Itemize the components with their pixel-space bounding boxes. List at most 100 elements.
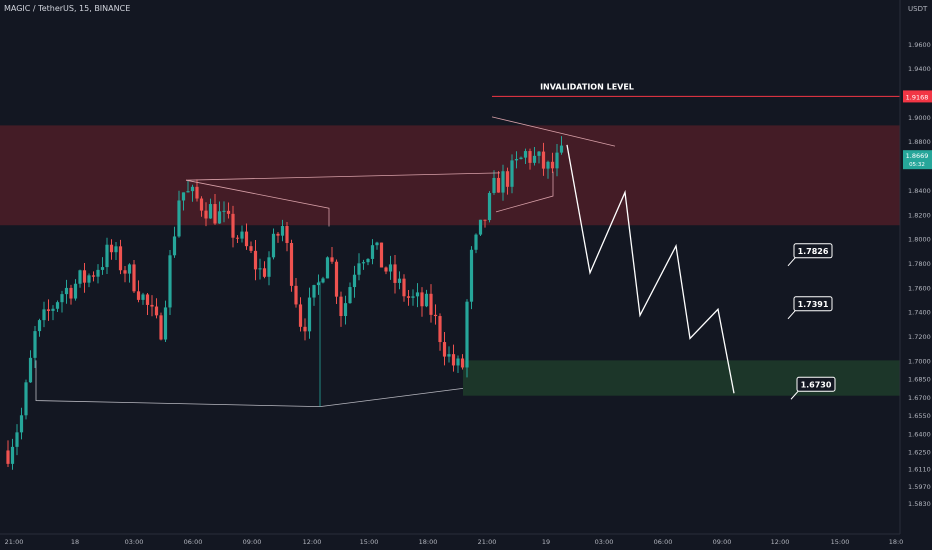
price-tick: 1.6110 — [908, 466, 931, 474]
time-tick: 03:00 — [595, 538, 614, 546]
candle-body — [402, 279, 405, 297]
candle-body — [366, 259, 369, 262]
price-tick: 1.8000 — [908, 236, 931, 244]
time-tick: 12:00 — [771, 538, 790, 546]
target-label: 1.7826 — [798, 247, 829, 256]
target-label: 1.7391 — [798, 300, 829, 309]
candle-body — [321, 278, 324, 282]
candle-body — [159, 315, 162, 339]
candle-body — [191, 187, 194, 191]
candle-body — [195, 187, 198, 199]
candle-body — [6, 450, 9, 463]
candle-body — [24, 382, 27, 415]
candle-body — [537, 152, 540, 156]
candle-body — [506, 171, 509, 187]
candle-body — [443, 342, 446, 357]
invalidation-price-text: 1.9168 — [906, 93, 929, 101]
price-tick: 1.8400 — [908, 187, 931, 195]
candle-body — [384, 267, 387, 271]
symbol-title: MAGIC / TetherUS, 15, BINANCE — [4, 4, 130, 13]
candle-body — [407, 296, 410, 298]
candle-body — [60, 294, 63, 302]
candle-body — [551, 162, 554, 169]
candle-body — [524, 151, 527, 158]
candle-body — [186, 191, 189, 192]
candle-body — [267, 257, 270, 276]
candle-body — [42, 309, 45, 320]
candle-body — [335, 262, 338, 297]
candle-body — [137, 291, 140, 300]
candle-body — [69, 288, 72, 299]
candle-body — [132, 264, 135, 291]
candle-body — [218, 211, 221, 223]
candle-body — [254, 251, 257, 270]
candle-body — [375, 243, 378, 246]
candle-body — [141, 294, 144, 299]
candle-body — [483, 220, 486, 221]
candle-body — [461, 358, 464, 367]
candle-body — [533, 156, 536, 163]
candle-body — [101, 267, 104, 270]
price-tick: 1.5970 — [908, 483, 931, 491]
candle-body — [560, 146, 563, 153]
time-tick: 21:00 — [5, 538, 24, 546]
time-tick: 19 — [542, 538, 550, 546]
candle-body — [173, 236, 176, 255]
candle-body — [285, 226, 288, 243]
candle-body — [312, 285, 315, 297]
candle-body — [245, 232, 248, 247]
candle-body — [542, 152, 545, 169]
candle-body — [96, 270, 99, 277]
candle-body — [105, 245, 108, 267]
candle-body — [200, 199, 203, 211]
candle-body — [204, 211, 207, 219]
price-tick: 1.7400 — [908, 309, 931, 317]
candle-body — [164, 307, 167, 339]
candle-body — [452, 354, 455, 365]
candle-body — [240, 232, 243, 239]
time-tick: 09:00 — [713, 538, 732, 546]
candle-body — [51, 309, 54, 311]
price-tick: 1.6700 — [908, 394, 931, 402]
candle-body — [209, 204, 212, 218]
candle-body — [434, 315, 437, 316]
time-tick: 12:00 — [303, 538, 322, 546]
candle-body — [146, 294, 149, 304]
candle-body — [236, 238, 239, 239]
candle-body — [110, 245, 113, 252]
candle-body — [479, 220, 482, 235]
candle-body — [492, 178, 495, 193]
candle-body — [272, 234, 275, 258]
candle-body — [299, 304, 302, 326]
candle-body — [546, 162, 549, 169]
price-tick: 1.6850 — [908, 376, 931, 384]
currency-label: USDT — [908, 5, 928, 13]
candle-body — [371, 245, 374, 259]
candle-body — [33, 331, 36, 358]
supply-zone — [0, 125, 900, 225]
candle-body — [56, 302, 59, 309]
candle-body — [357, 263, 360, 274]
candle-body — [353, 275, 356, 287]
candle-body — [519, 158, 522, 159]
candle-body — [213, 204, 216, 223]
candle-body — [87, 275, 90, 282]
candle-body — [344, 303, 347, 316]
time-tick: 15:00 — [831, 538, 850, 546]
invalidation-label: INVALIDATION LEVEL — [540, 82, 634, 91]
candle-body — [114, 246, 117, 252]
candle-body — [78, 270, 81, 283]
price-tick: 1.5830 — [908, 500, 931, 508]
candle-body — [398, 279, 401, 283]
time-tick: 09:00 — [243, 538, 262, 546]
candle-body — [447, 354, 450, 356]
price-tick: 1.8200 — [908, 211, 931, 219]
candle-body — [15, 432, 18, 447]
candle-body — [528, 151, 531, 163]
price-tick: 1.7600 — [908, 284, 931, 292]
candle-body — [474, 235, 477, 250]
candle-body — [470, 250, 473, 302]
